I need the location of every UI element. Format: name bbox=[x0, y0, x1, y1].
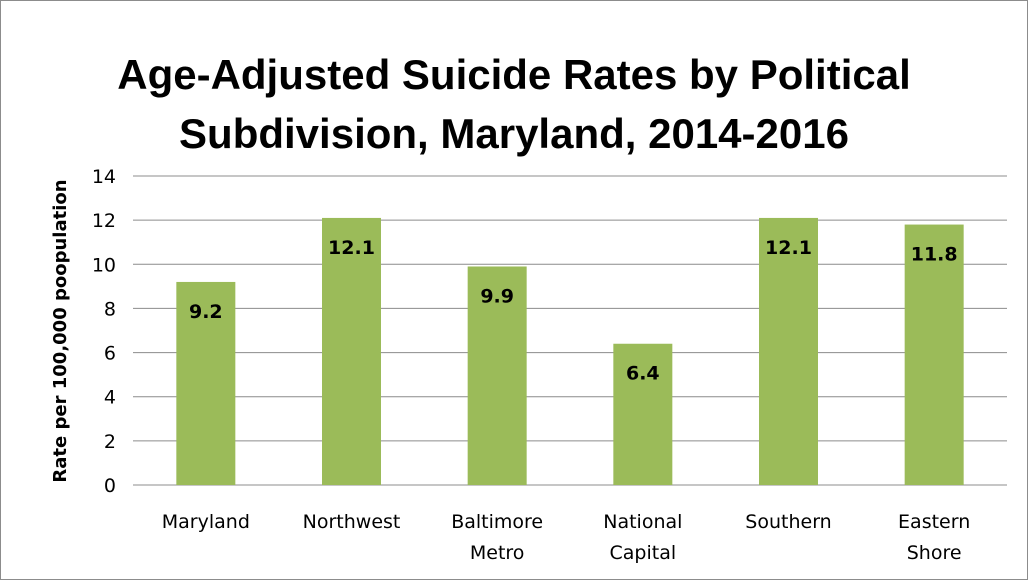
data-label: 9.2 bbox=[189, 301, 223, 323]
y-tick-label: 0 bbox=[104, 475, 116, 497]
bar bbox=[759, 217, 818, 485]
bar bbox=[176, 281, 236, 485]
gridlines bbox=[133, 175, 1007, 486]
y-tick-label: 2 bbox=[104, 431, 116, 453]
data-label: 9.9 bbox=[480, 285, 514, 307]
x-tick-label: National bbox=[603, 511, 682, 533]
y-tick-label: 12 bbox=[92, 210, 116, 232]
data-label: 12.1 bbox=[765, 237, 812, 259]
data-label: 11.8 bbox=[911, 244, 958, 266]
data-label: 12.1 bbox=[328, 237, 375, 259]
x-tick-label: Maryland bbox=[162, 511, 250, 533]
x-tick-label: Shore bbox=[907, 542, 962, 564]
chart-title: Age-Adjusted Suicide Rates by Political … bbox=[117, 51, 911, 157]
y-axis-ticks: 0 2 4 6 8 10 12 14 bbox=[92, 166, 116, 497]
x-tick-label: Metro bbox=[470, 542, 525, 564]
x-tick-label: Southern bbox=[745, 511, 831, 533]
y-axis-title: Rate per 100,000 poopulation bbox=[50, 179, 71, 482]
bar bbox=[467, 266, 527, 485]
bar bbox=[322, 217, 381, 485]
y-tick-label: 6 bbox=[104, 343, 116, 365]
bars bbox=[176, 217, 964, 486]
y-tick-label: 14 bbox=[92, 166, 116, 188]
x-axis-labels: Maryland Northwest Baltimore Metro National C… bbox=[162, 511, 971, 564]
bar bbox=[613, 343, 673, 485]
chart-title-line-2: Subdivision, Maryland, 2014-2016 bbox=[179, 110, 849, 157]
x-tick-label: Capital bbox=[610, 542, 677, 564]
data-labels: 9.2 12.1 9.9 6.4 12.1 11.8 bbox=[189, 237, 958, 385]
y-tick-label: 8 bbox=[104, 298, 116, 320]
x-tick-label: Baltimore bbox=[451, 511, 543, 533]
chart-title-line-1: Age-Adjusted Suicide Rates by Political bbox=[117, 51, 911, 98]
y-tick-label: 10 bbox=[92, 254, 116, 276]
bar bbox=[904, 224, 964, 486]
y-tick-label: 4 bbox=[104, 387, 116, 409]
x-tick-label: Northwest bbox=[303, 511, 401, 533]
data-label: 6.4 bbox=[626, 363, 660, 385]
x-tick-label: Eastern bbox=[898, 511, 970, 533]
